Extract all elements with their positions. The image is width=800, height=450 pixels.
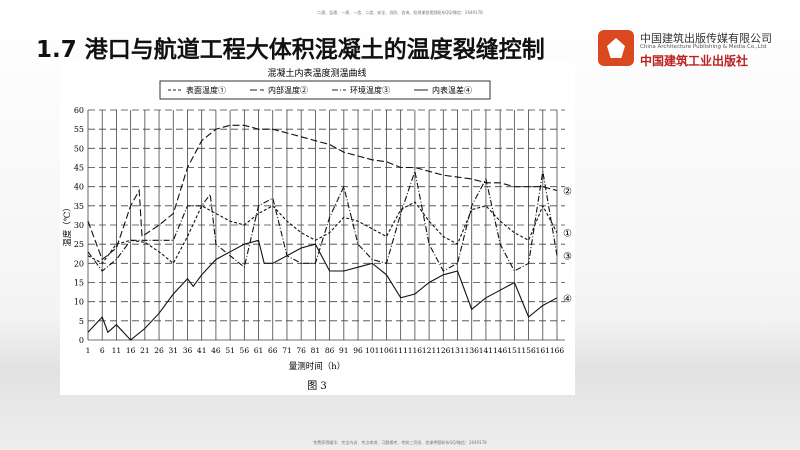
chart-image: 混凝土内表温度测温曲线表面温度① 内部温度② 环境温度③ 内表温差④ 0 5 10 15 20 2…	[60, 62, 575, 395]
y-axis-label: 温度（℃）	[62, 203, 73, 247]
logo-line-3: 中国建筑工业出版社	[640, 54, 749, 68]
x-tick-label: 146	[493, 346, 508, 355]
x-tick-label: 21	[140, 346, 150, 355]
x-tick-label: 41	[197, 346, 207, 355]
y-tick-label: 35	[74, 202, 84, 211]
legend-label: 环境温度③	[350, 85, 390, 95]
y-tick-label: 60	[74, 106, 84, 115]
x-tick-label: 31	[168, 346, 178, 355]
legend-label: 内表温差④	[432, 85, 472, 95]
legend-label: 表面温度①	[186, 85, 226, 95]
x-axis-label: 量测时间（h）	[289, 361, 345, 372]
y-tick-label: 20	[74, 259, 84, 268]
x-tick-label: 51	[225, 346, 235, 355]
y-tick-label: 45	[74, 164, 84, 173]
series-line-3	[87, 169, 558, 272]
x-tick-label: 151	[507, 346, 521, 355]
x-tick-label: 91	[339, 346, 349, 355]
x-tick-label: 26	[154, 346, 164, 355]
x-tick-label: 106	[379, 346, 394, 355]
x-tick-label: 141	[479, 346, 493, 355]
x-tick-label: 156	[521, 346, 536, 355]
series-end-label: ④	[563, 294, 572, 305]
watermark-top: 二建、监理、一建、一造、二造、安全、消防、咨询、检测课程视频联系QQ/微信：26…	[317, 10, 483, 15]
publisher-logo: 中国建筑出版传媒有限公司 China Architecture Publishi…	[598, 30, 793, 70]
y-tick-label: 40	[74, 183, 84, 192]
x-tick-label: 46	[211, 346, 221, 355]
y-tick-label: 0	[79, 336, 84, 345]
y-tick-label: 55	[74, 125, 84, 134]
y-tick-label: 50	[74, 144, 84, 153]
x-tick-label: 111	[394, 346, 408, 355]
x-tick-label: 81	[311, 346, 321, 355]
x-tick-label: 11	[112, 346, 122, 355]
watermark-bottom: 免费获得精华、完全内训、考点串讲、习题模考、考前三页纸、池课押题联系QQ/微信：…	[313, 440, 487, 445]
slide-title: 1.7 港口与航道工程大体积混凝土的温度裂缝控制	[36, 37, 545, 63]
x-tick-label: 96	[353, 346, 363, 355]
x-tick-label: 136	[465, 346, 480, 355]
x-tick-label: 1	[86, 346, 91, 355]
legend-label: 内部温度②	[268, 85, 308, 95]
x-tick-label: 56	[240, 346, 250, 355]
x-tick-label: 166	[550, 346, 565, 355]
x-tick-label: 116	[408, 346, 423, 355]
x-tick-label: 126	[436, 346, 451, 355]
x-tick-label: 6	[100, 346, 105, 355]
x-tick-label: 16	[126, 346, 136, 355]
x-tick-label: 36	[183, 346, 193, 355]
x-tick-label: 71	[282, 346, 292, 355]
x-tick-label: 66	[268, 346, 278, 355]
y-tick-label: 30	[74, 221, 84, 230]
x-tick-label: 161	[536, 346, 550, 355]
logo-line-2: China Architecture Publishing & Media Co…	[640, 44, 767, 50]
x-tick-label: 131	[450, 346, 464, 355]
y-tick-label: 25	[74, 240, 84, 249]
figure-caption: 图 3	[307, 380, 327, 392]
x-tick-label: 121	[422, 346, 436, 355]
series-line-1	[87, 201, 558, 265]
x-tick-label: 101	[365, 346, 379, 355]
series-end-label: ②	[563, 187, 572, 198]
series-line-4	[87, 239, 558, 341]
y-tick-label: 5	[79, 317, 84, 326]
series-line-2	[87, 124, 558, 261]
legend-box	[159, 80, 491, 100]
logo-line-1: 中国建筑出版传媒有限公司	[640, 32, 772, 45]
x-tick-label: 86	[325, 346, 335, 355]
y-tick-label: 15	[74, 279, 84, 288]
x-tick-label: 61	[254, 346, 264, 355]
series-end-label: ①	[563, 229, 572, 240]
y-tick-label: 10	[74, 298, 84, 307]
logo-emblem-icon	[598, 30, 634, 66]
chart-title: 混凝土内表温度测温曲线	[267, 67, 366, 79]
x-tick-label: 76	[296, 346, 306, 355]
series-end-label: ③	[563, 252, 572, 263]
